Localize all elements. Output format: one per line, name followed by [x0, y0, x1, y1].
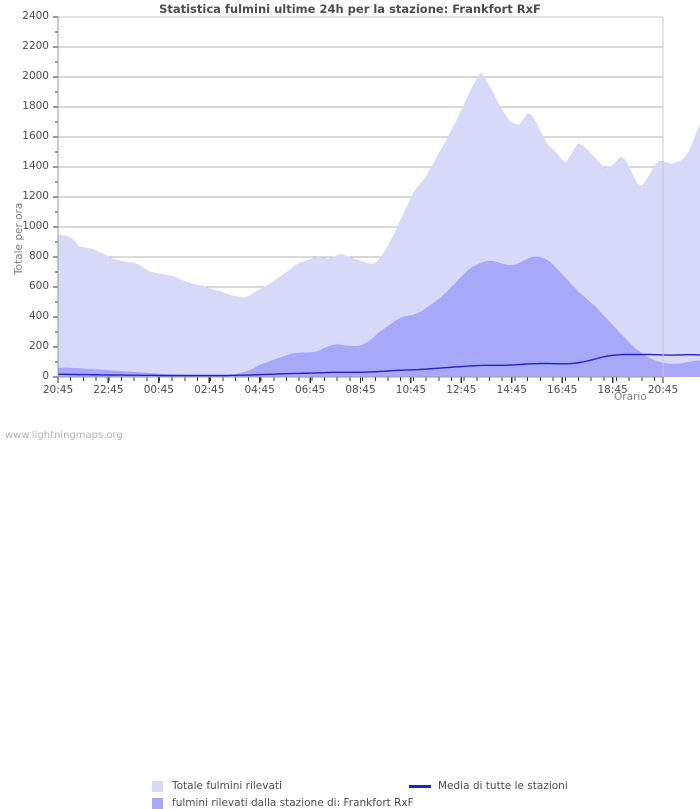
x-tick-label: 10:45	[395, 384, 427, 396]
legend-label-mean: Media di tutte le stazioni	[438, 780, 568, 792]
y-axis-title: Totale per ora	[13, 202, 25, 275]
y-tick-label: 1800	[22, 100, 49, 112]
x-tick-label: 06:45	[294, 384, 326, 396]
y-tick-label: 1200	[22, 190, 49, 202]
footer-url: www.lightningmaps.org	[5, 430, 123, 441]
y-tick-label: 1400	[22, 160, 49, 172]
x-tick-label: 00:45	[143, 384, 174, 396]
y-tick-label: 200	[28, 340, 49, 352]
plot-canvas	[53, 16, 700, 383]
legend-label-total: Totale fulmini rilevati	[172, 780, 282, 792]
series-area-station	[58, 256, 700, 377]
x-axis-title: Orario	[614, 391, 647, 403]
plot-frame	[57, 16, 664, 378]
y-tick-label: 2200	[22, 40, 49, 52]
x-tick-label: 16:45	[547, 384, 578, 396]
x-tick-label: 08:45	[345, 384, 376, 396]
y-tick-label: 1000	[22, 220, 49, 232]
series-line-mean	[58, 353, 700, 377]
y-tick-label: 0	[42, 370, 49, 382]
legend-line-mean	[409, 785, 431, 788]
x-tick-label: 20:45	[647, 384, 679, 396]
y-tick-label: 400	[28, 310, 49, 322]
x-tick-label: 20:45	[42, 384, 74, 396]
x-tick-label: 22:45	[93, 384, 124, 396]
axis-ticks	[53, 16, 664, 383]
y-tick-label: 1600	[22, 130, 49, 142]
legend-label-station: fulmini rilevati dalla stazione di: Fran…	[172, 797, 414, 809]
x-tick-label: 04:45	[244, 384, 275, 396]
chart-legend: Totale fulmini rilevati fulmini rilevati…	[0, 388, 700, 809]
x-tick-label: 12:45	[446, 384, 477, 396]
legend-swatch-station	[152, 798, 163, 809]
x-tick-label: 18:45	[597, 384, 628, 396]
legend-swatch-total	[152, 781, 163, 792]
chart-title: Statistica fulmini ultime 24h per la sta…	[159, 2, 541, 16]
x-tick-label: 14:45	[496, 384, 527, 396]
x-tick-label: 02:45	[194, 384, 225, 396]
y-tick-label: 2400	[22, 10, 49, 22]
y-tick-label: 2000	[22, 70, 49, 82]
y-tick-label: 600	[28, 280, 49, 292]
y-tick-label: 800	[28, 250, 49, 262]
